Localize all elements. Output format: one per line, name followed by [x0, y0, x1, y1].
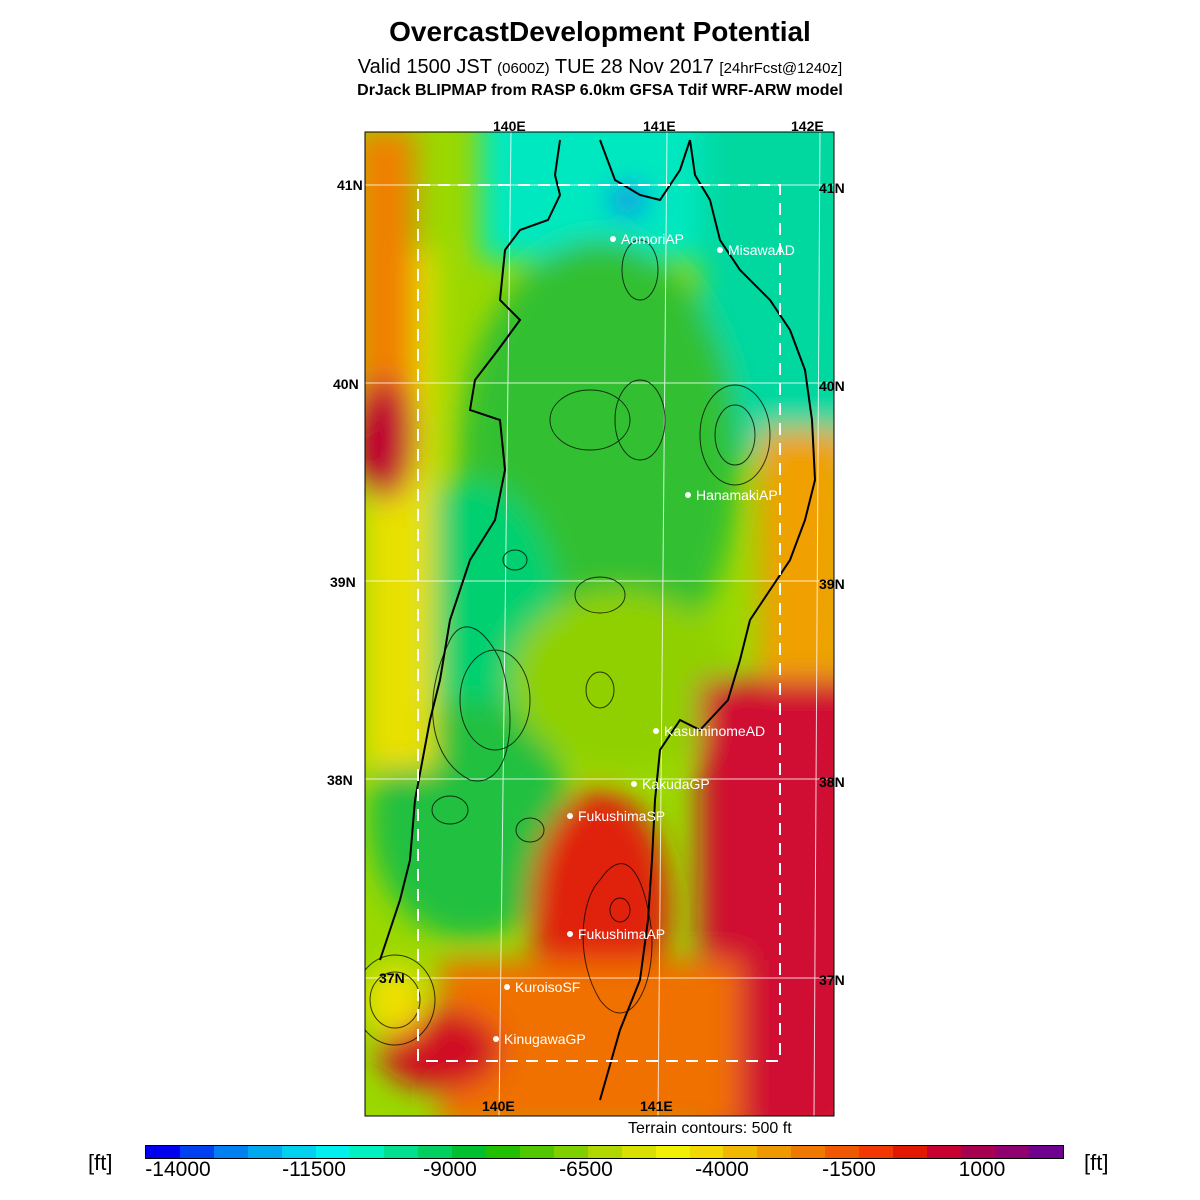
right-lat-label-40n: 40N — [819, 378, 845, 394]
mutsu-bay — [599, 139, 691, 202]
station-marker — [653, 728, 659, 734]
left-lat-label-39n: 39N — [330, 574, 356, 590]
field-west-orange — [365, 132, 415, 430]
colorbar-swatch — [961, 1146, 996, 1158]
right-lat-label-39n: 39N — [819, 576, 845, 592]
map-title: OvercastDevelopment Potential — [389, 16, 811, 47]
station-kuroiso: KuroisoSF — [515, 979, 580, 995]
coastline-west — [379, 139, 562, 961]
colorbar-tick-label: -4000 — [695, 1158, 749, 1181]
colorbar-swatch — [689, 1146, 724, 1158]
field-37n-yellow — [365, 965, 425, 1035]
colorbar-tick-label: -14000 — [145, 1158, 211, 1181]
station-fukushima-ap: FukushimaAP — [578, 926, 665, 942]
forecast-info: [24hrFcst@1240z] — [719, 60, 843, 77]
colorbar-swatch — [1029, 1146, 1064, 1158]
station-marker — [504, 984, 510, 990]
colorbar-swatch — [893, 1146, 928, 1158]
colorbar-tick-label: 1000 — [958, 1158, 1006, 1181]
station-aomori: AomoriAP — [621, 231, 684, 247]
field-mid-lime — [510, 590, 730, 770]
station-marker — [631, 781, 637, 787]
map-frame — [364, 131, 835, 1117]
left-lat-label-37n: 37N — [379, 970, 405, 986]
graticule — [365, 132, 834, 1116]
terrain-contours — [365, 239, 771, 1046]
colorbar-swatch — [451, 1146, 486, 1158]
colorbar-swatch — [247, 1146, 282, 1158]
station-marker — [717, 247, 723, 253]
station-marker — [685, 492, 691, 498]
valid-time-line: Valid 1500 JST (0600Z) TUE 28 Nov 2017 [… — [0, 56, 1200, 79]
colorbar-unit-right: [ft] — [1084, 1150, 1109, 1175]
coastline-east — [599, 139, 817, 1101]
bottom-lon-label-140e: 140E — [482, 1098, 515, 1114]
valid-date: TUE 28 Nov 2017 — [549, 56, 720, 78]
stations: AomoriAP MisawaAD HanamakiAP KasuminomeA… — [493, 231, 795, 1047]
right-lat-label-37n: 37N — [819, 972, 845, 988]
station-marker — [610, 236, 616, 242]
colorbar-tick-label: -1500 — [822, 1158, 876, 1181]
field-east-orange — [760, 430, 834, 690]
right-lat-label-38n: 38N — [819, 774, 845, 790]
colorbar-swatch — [213, 1146, 248, 1158]
station-marker — [567, 931, 573, 937]
colorbar-swatch — [179, 1146, 214, 1158]
station-kinugawa: KinugawaGP — [504, 1031, 586, 1047]
colorbar-swatch — [383, 1146, 418, 1158]
left-lat-label-41n: 41N — [337, 177, 363, 193]
colorbar-tick-label: -6500 — [559, 1158, 613, 1181]
colorbar-swatch — [791, 1146, 826, 1158]
station-misawa: MisawaAD — [728, 242, 795, 258]
colorbar-swatch — [281, 1146, 316, 1158]
colorbar-unit-left: [ft] — [88, 1150, 113, 1175]
station-hanamaki: HanamakiAP — [696, 487, 778, 503]
station-fukushima-sp: FukushimaSP — [578, 808, 665, 824]
colorbar-swatch — [417, 1146, 452, 1158]
valid-text: Valid 1500 JST — [357, 56, 498, 78]
left-lat-label-40n: 40N — [333, 376, 359, 392]
field-aomori-blue — [610, 186, 646, 214]
colorbar-tick-label: -9000 — [423, 1158, 477, 1181]
colorbar-swatch — [723, 1146, 758, 1158]
station-kakuda: KakudaGP — [642, 776, 710, 792]
terrain-contour-note: Terrain contours: 500 ft — [628, 1120, 792, 1137]
station-kasuminome: KasuminomeAD — [664, 723, 765, 739]
top-lon-label-142e: 142E — [791, 118, 824, 134]
station-marker — [493, 1036, 499, 1042]
colorbar-swatch — [315, 1146, 350, 1158]
top-lon-label-140e: 140E — [493, 118, 526, 134]
right-lat-label-41n: 41N — [819, 180, 845, 196]
colorbar-swatch — [621, 1146, 656, 1158]
colorbar-swatch — [859, 1146, 894, 1158]
colorbar-swatch — [995, 1146, 1030, 1158]
colorbar-swatch — [927, 1146, 962, 1158]
colorbar-swatch — [519, 1146, 554, 1158]
colorbar-swatch — [146, 1146, 180, 1158]
colorbar-swatch — [825, 1146, 860, 1158]
colorbar-swatch — [587, 1146, 622, 1158]
inner-domain-box — [417, 184, 781, 1062]
colorbar-tick-label: -11500 — [282, 1158, 346, 1181]
utc-time: (0600Z) — [497, 60, 550, 77]
left-lat-label-38n: 38N — [327, 772, 353, 788]
colorbar-swatch — [553, 1146, 588, 1158]
colorbar-swatch — [349, 1146, 384, 1158]
colorbar-swatch — [757, 1146, 792, 1158]
field-west-red — [365, 380, 415, 500]
station-marker — [567, 813, 573, 819]
top-lon-label-141e: 141E — [643, 118, 676, 134]
bottom-lon-label-141e: 141E — [640, 1098, 673, 1114]
colorbar-swatch — [485, 1146, 520, 1158]
colorbar-swatch — [655, 1146, 690, 1158]
model-line: DrJack BLIPMAP from RASP 6.0km GFSA Tdif… — [357, 82, 843, 99]
colorbar — [145, 1145, 1064, 1159]
